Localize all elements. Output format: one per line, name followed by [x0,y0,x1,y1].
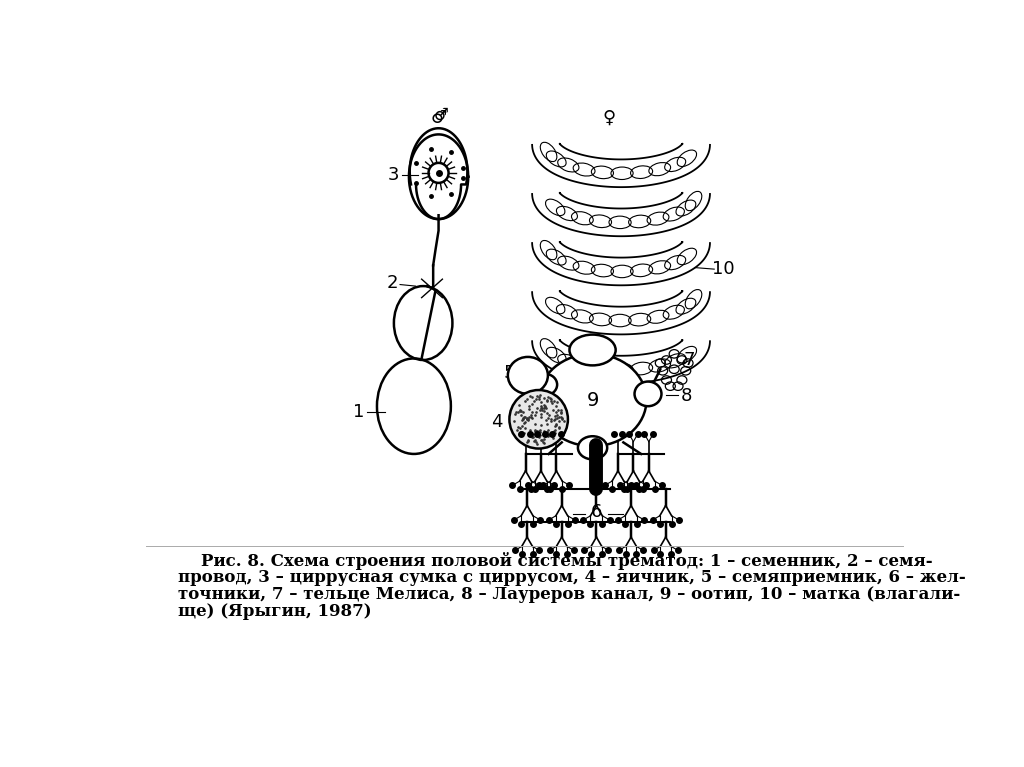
Text: 5: 5 [504,364,515,382]
Text: 10: 10 [712,260,735,278]
Ellipse shape [569,334,615,365]
Ellipse shape [635,381,662,407]
Ellipse shape [509,390,568,449]
Text: 7: 7 [683,351,694,369]
Text: 4: 4 [492,413,503,430]
Text: точники, 7 – тельце Мелиса, 8 – Лауреров канал, 9 – оотип, 10 – матка (влагали-: точники, 7 – тельце Мелиса, 8 – Лауреров… [178,587,961,604]
Text: Рис. 8. Схема строения половой системы трематод: 1 – семенник, 2 – семя-: Рис. 8. Схема строения половой системы т… [202,552,933,571]
Text: ♂: ♂ [430,109,446,127]
Text: ♂: ♂ [433,106,449,124]
Text: 8: 8 [681,387,692,405]
Ellipse shape [532,374,557,396]
Ellipse shape [578,436,607,459]
Text: 6: 6 [591,502,602,521]
Text: 3: 3 [388,166,399,184]
Text: 2: 2 [387,274,398,292]
Text: ♀: ♀ [603,109,616,127]
Ellipse shape [539,354,646,446]
Text: 9: 9 [587,390,599,410]
Ellipse shape [508,357,548,394]
Text: ще) (Ярыгин, 1987): ще) (Ярыгин, 1987) [178,604,372,621]
Text: провод, 3 – циррусная сумка с циррусом, 4 – яичник, 5 – семяприемник, 6 – жел-: провод, 3 – циррусная сумка с циррусом, … [178,569,966,587]
Text: 1: 1 [353,403,365,420]
